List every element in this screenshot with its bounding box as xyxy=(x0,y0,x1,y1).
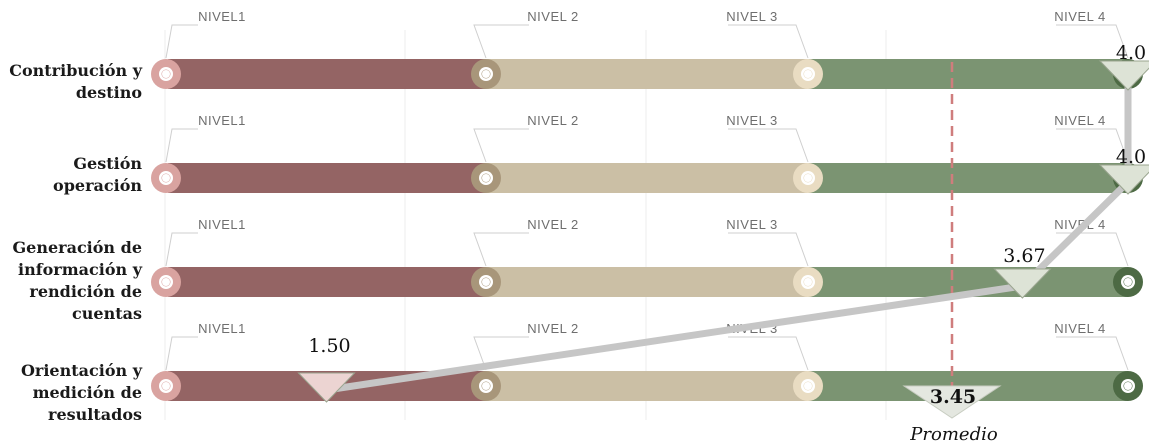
level-label: NIVEL 3 xyxy=(726,9,777,24)
level-label: NIVEL1 xyxy=(198,321,246,336)
level-node-center-hole xyxy=(804,70,812,78)
level-label: NIVEL 2 xyxy=(527,217,578,232)
level-leader-line xyxy=(165,24,198,59)
category-row: NIVEL1 NIVEL 2 NIVEL 3 NIVEL 4 xyxy=(151,113,1143,193)
level-leader-line xyxy=(473,336,529,371)
level-node-center-hole xyxy=(482,278,490,286)
level-label: NIVEL1 xyxy=(198,113,246,128)
bar-segment-level1 xyxy=(168,267,486,297)
level-leader-line xyxy=(1056,336,1129,371)
bar-segment-level1 xyxy=(168,163,486,193)
average-caption: Promedio xyxy=(909,424,998,445)
category-row: NIVEL1 NIVEL 2 NIVEL 3 NIVEL 4 xyxy=(151,9,1143,89)
score-marker xyxy=(993,268,1052,299)
level-node-center-hole xyxy=(162,174,170,182)
bar-segment-level2 xyxy=(486,371,808,401)
level-leader-line xyxy=(165,232,198,267)
score-marker xyxy=(297,372,356,403)
category-label: Contribución y destino xyxy=(9,61,142,102)
average-marker xyxy=(902,385,1002,419)
level-node-center-hole xyxy=(162,70,170,78)
level-label: NIVEL 4 xyxy=(1054,113,1105,128)
level-node-center-hole xyxy=(1124,278,1132,286)
level-leader-line xyxy=(473,24,529,59)
average-value-label: 3.45 xyxy=(930,386,976,408)
level-label: NIVEL 2 xyxy=(527,113,578,128)
bar-segment-level2 xyxy=(486,59,808,89)
level-leader-line xyxy=(473,128,529,163)
level-label: NIVEL 2 xyxy=(527,9,578,24)
level-label: NIVEL 2 xyxy=(527,321,578,336)
level-label: NIVEL 4 xyxy=(1054,321,1105,336)
level-leader-line xyxy=(728,24,809,59)
level-node-center-hole xyxy=(804,382,812,390)
score-value-label: 3.67 xyxy=(1003,245,1045,267)
score-value-label: 1.50 xyxy=(308,335,350,357)
score-marker xyxy=(1098,164,1149,195)
score-connector-line xyxy=(325,78,1132,394)
category-label: Gestión operación xyxy=(53,154,142,195)
level-leader-line xyxy=(728,336,809,371)
level-node-center-hole xyxy=(482,70,490,78)
level-label: NIVEL1 xyxy=(198,217,246,232)
bar-segment-level2 xyxy=(486,163,808,193)
bar-segment-level3 xyxy=(808,59,1128,89)
bar-segment-level2 xyxy=(486,267,808,297)
bar-segment-level1 xyxy=(168,59,486,89)
level-leader-line xyxy=(165,336,198,371)
level-leader-line xyxy=(165,128,198,163)
level-leader-line xyxy=(473,232,529,267)
level-label: NIVEL 4 xyxy=(1054,9,1105,24)
category-row: NIVEL1 NIVEL 2 NIVEL 3 NIVEL 4 xyxy=(151,217,1143,297)
level-label: NIVEL1 xyxy=(198,9,246,24)
level-node-center-hole xyxy=(162,382,170,390)
score-value-label: 4.0 xyxy=(1116,42,1146,64)
score-value-label: 4.0 xyxy=(1116,146,1146,168)
level-node-center-hole xyxy=(482,382,490,390)
level-leader-line xyxy=(728,128,809,163)
level-node-center-hole xyxy=(1124,382,1132,390)
level-node-center-hole xyxy=(482,174,490,182)
level-leader-line xyxy=(728,232,809,267)
level-node-center-hole xyxy=(804,174,812,182)
category-label: Generación de información y rendición de… xyxy=(12,238,142,323)
level-label: NIVEL 3 xyxy=(726,217,777,232)
level-label: NIVEL 3 xyxy=(726,113,777,128)
level-node-center-hole xyxy=(804,278,812,286)
bar-segment-level3 xyxy=(808,163,1128,193)
level-leader-line xyxy=(1056,24,1129,59)
level-leader-line xyxy=(1056,128,1129,163)
level-node-center-hole xyxy=(162,278,170,286)
score-marker xyxy=(1098,60,1149,91)
category-label: Orientación y medición de resultados xyxy=(20,361,142,424)
